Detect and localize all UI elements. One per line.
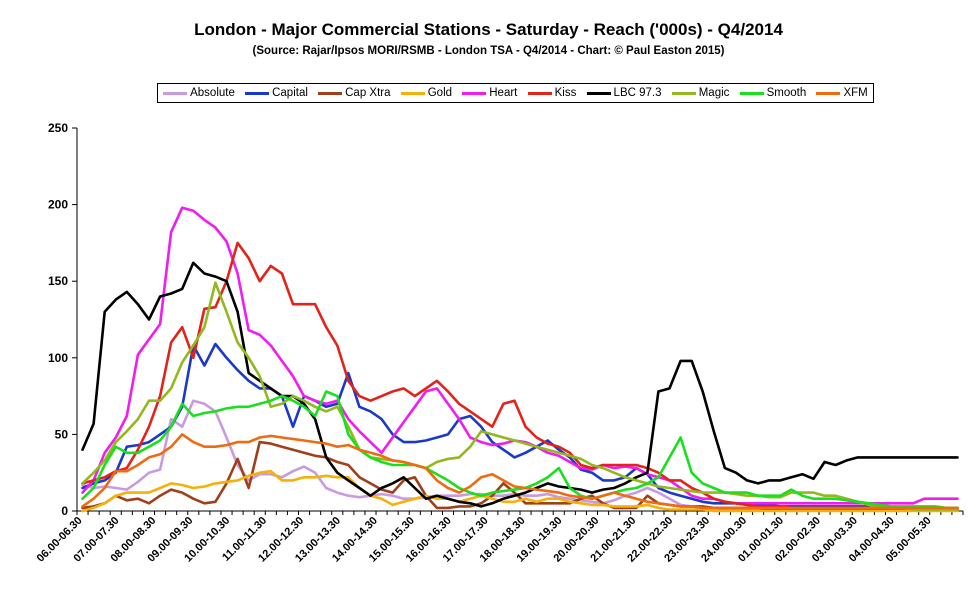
y-tick-label: 150 [48, 274, 68, 288]
chart-series-lines [81, 206, 959, 513]
legend-entry-absolute: Absolute [163, 87, 235, 99]
legend-label-heart: Heart [489, 87, 518, 99]
legend-label-absolute: Absolute [190, 87, 235, 99]
legend-entry-capital: Capital [245, 87, 308, 99]
legend-swatch-cap-xtra [318, 91, 343, 95]
y-tick-label: 100 [48, 351, 68, 365]
legend-entry-lbc: LBC 97.3 [586, 87, 662, 99]
legend-label-cap-xtra: Cap Xtra [345, 87, 391, 99]
series-line-kiss [81, 241, 959, 510]
chart-subtitle: (Source: Rajar/Ipsos MORI/RSMB - London … [252, 45, 725, 57]
series-line-gold [81, 469, 959, 513]
legend-entry-kiss: Kiss [527, 87, 577, 99]
legend-swatch-xfm [816, 91, 841, 95]
series-line-smooth [81, 390, 959, 510]
y-tick-label: 200 [48, 198, 68, 212]
legend-swatch-smooth [739, 91, 764, 95]
legend-swatch-lbc [586, 91, 611, 95]
chart-title: London - Major Commercial Stations - Sat… [194, 20, 783, 39]
legend-label-lbc: LBC 97.3 [613, 87, 662, 99]
legend-entry-smooth: Smooth [739, 87, 807, 99]
legend-label-capital: Capital [272, 87, 308, 99]
legend-swatch-absolute [163, 91, 188, 95]
series-line-lbc-97-3 [81, 261, 959, 508]
legend-label-gold: Gold [427, 87, 453, 99]
series-line-cap-xtra [81, 440, 959, 511]
legend-entry-magic: Magic [671, 87, 730, 99]
series-line-heart [81, 206, 959, 505]
series-line-capital [81, 342, 959, 510]
series-line-magic [81, 281, 959, 511]
legend-swatch-gold [400, 91, 425, 95]
legend-swatch-heart [462, 91, 487, 95]
y-tick-label: 0 [61, 504, 68, 518]
chart-legend: Absolute Capital Cap Xtra Gold Heart Kis… [157, 83, 874, 103]
y-tick-label: 50 [55, 427, 69, 441]
legend-entry-xfm: XFM [816, 87, 868, 99]
legend-label-kiss: Kiss [554, 87, 577, 99]
legend-swatch-kiss [527, 91, 552, 95]
legend-entry-heart: Heart [462, 87, 517, 99]
legend-entry-cap-xtra: Cap Xtra [318, 87, 391, 99]
series-line-xfm [81, 433, 959, 510]
y-tick-label: 250 [48, 121, 68, 135]
legend-label-smooth: Smooth [766, 87, 807, 99]
legend-label-xfm: XFM [843, 87, 868, 99]
legend-label-magic: Magic [698, 87, 730, 99]
legend-entry-gold: Gold [400, 87, 453, 99]
legend-swatch-capital [245, 91, 270, 95]
legend-swatch-magic [671, 91, 696, 95]
